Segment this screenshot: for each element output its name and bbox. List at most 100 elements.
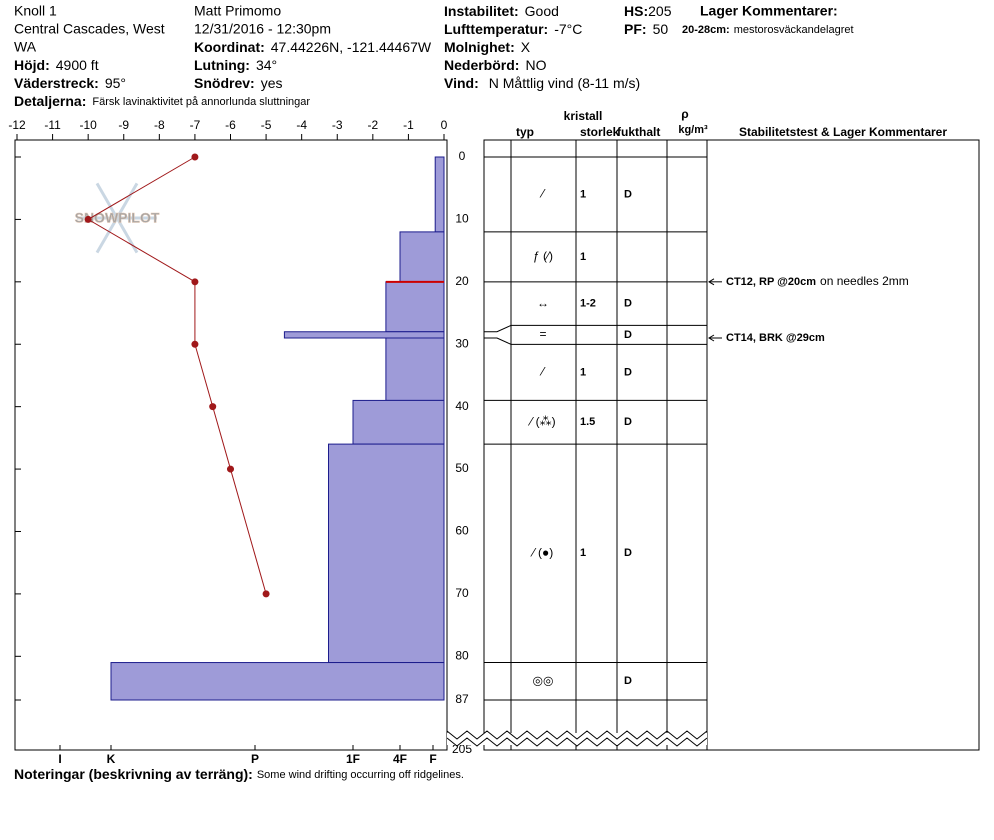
moisture: D bbox=[624, 329, 632, 341]
x-tick-label: -2 bbox=[367, 118, 378, 132]
hardness-tick-label: 4F bbox=[393, 752, 407, 766]
grain-size: 1.5 bbox=[580, 416, 595, 428]
field-label: Lutning: bbox=[194, 57, 250, 73]
test-result: CT14, BRK @29cm bbox=[726, 332, 825, 344]
hardness-bar bbox=[283, 331, 445, 339]
field-value: Good bbox=[525, 3, 559, 19]
x-tick-label: 0 bbox=[441, 118, 448, 132]
test-arrowhead bbox=[708, 278, 715, 286]
temperature-point bbox=[84, 215, 92, 223]
field-value: NO bbox=[525, 57, 546, 73]
table-frame bbox=[483, 139, 980, 751]
x-tick-label: -9 bbox=[118, 118, 129, 132]
layer-boundary bbox=[484, 337, 707, 345]
x-tick-label: -7 bbox=[190, 118, 201, 132]
y-tick-label: 30 bbox=[455, 336, 469, 350]
site: Knoll 1 bbox=[14, 3, 57, 19]
field-label: Höjd: bbox=[14, 57, 50, 73]
temperature-point bbox=[191, 340, 199, 348]
temperature-point bbox=[227, 465, 234, 473]
field-value: Färsk lavinaktivitet på annorlunda slutt… bbox=[92, 96, 310, 108]
layer-comments-title: Lager Kommentarer: bbox=[700, 3, 838, 19]
temperature-point bbox=[209, 403, 217, 411]
table-header: fukthalt bbox=[617, 125, 660, 139]
layer-boundary bbox=[484, 324, 707, 333]
datetime: 12/31/2016 - 12:30pm bbox=[194, 21, 331, 37]
break-line bbox=[446, 737, 708, 747]
temperature-point bbox=[191, 153, 199, 161]
state: WA bbox=[14, 39, 37, 55]
y-tick-label: 87 bbox=[455, 692, 469, 706]
header-field: Lufttemperatur: -7°C bbox=[444, 21, 582, 37]
grain-size: 1 bbox=[580, 188, 586, 200]
table-header: Stabilitetstest & Lager Kommentarer bbox=[739, 125, 947, 139]
temperature-point bbox=[262, 590, 270, 598]
hardness-tick-label: K bbox=[107, 752, 116, 766]
header-field: Väderstreck: 95° bbox=[14, 75, 126, 91]
grain-size: 1 bbox=[580, 251, 586, 263]
grain-type: ⁄ (⁂) bbox=[527, 414, 555, 428]
grain-size: 1-2 bbox=[580, 298, 596, 310]
test-label: CT12, RP @20cm bbox=[726, 276, 816, 288]
x-tick-label: -8 bbox=[154, 118, 165, 132]
grain-size: 1 bbox=[580, 547, 586, 559]
y-tick-label: 20 bbox=[455, 274, 469, 288]
logo-text: SNOWPILOT bbox=[75, 210, 160, 226]
y-tick-label: 50 bbox=[455, 461, 469, 475]
table-header: ρ bbox=[681, 107, 688, 121]
logo-flake bbox=[95, 182, 139, 254]
hardness-bar bbox=[352, 399, 445, 445]
header-field: Snödrev: yes bbox=[194, 75, 282, 91]
field-value: -7°C bbox=[554, 21, 582, 37]
header-field: PF: 50 bbox=[624, 21, 668, 37]
comment-value: mestorosväckandelagret bbox=[734, 24, 854, 36]
hardness-bar bbox=[434, 156, 445, 233]
moisture: D bbox=[624, 188, 632, 200]
table-header: kg/m³ bbox=[678, 124, 708, 136]
break-line bbox=[446, 730, 708, 740]
table-header: kristall bbox=[564, 109, 603, 123]
field-label: PF: bbox=[624, 21, 647, 37]
x-tick-label: -6 bbox=[225, 118, 236, 132]
grain-type: = bbox=[539, 327, 546, 341]
grain-type: ƒ (⁄) bbox=[533, 249, 553, 263]
field-value: X bbox=[521, 39, 531, 55]
range: Central Cascades, West bbox=[14, 21, 165, 37]
x-tick-label: -12 bbox=[8, 118, 26, 132]
field-label: Instabilitet: bbox=[444, 3, 519, 19]
moisture: D bbox=[624, 547, 632, 559]
grain-size: 1 bbox=[580, 366, 586, 378]
test-result: CT12, RP @20cm on needles 2mm bbox=[726, 274, 909, 288]
table-header: typ bbox=[516, 125, 534, 139]
hardness-tick-label: 1F bbox=[346, 752, 360, 766]
field-label: HS: bbox=[624, 3, 648, 19]
x-tick-label: -5 bbox=[261, 118, 272, 132]
grain-type: ◎◎ bbox=[533, 673, 554, 687]
grain-type: ↔ bbox=[537, 296, 549, 310]
hardness-bar bbox=[385, 281, 445, 333]
field-value: N Måttlig vind (8-11 m/s) bbox=[489, 75, 640, 91]
hardness-bar bbox=[385, 337, 445, 401]
field-label: Koordinat: bbox=[194, 39, 265, 55]
field-label: Vind: bbox=[444, 75, 479, 91]
field-value: 4900 ft bbox=[56, 57, 99, 73]
y-tick-label: 10 bbox=[455, 212, 469, 226]
x-tick-label: -4 bbox=[296, 118, 307, 132]
field-value: yes bbox=[261, 75, 283, 91]
header-field: Instabilitet: Good bbox=[444, 3, 559, 19]
moisture: D bbox=[624, 366, 632, 378]
y-tick-label: 70 bbox=[455, 586, 469, 600]
field-label: Nederbörd: bbox=[444, 57, 519, 73]
table-header: storlek bbox=[580, 125, 620, 139]
comment-label: 20-28cm: bbox=[682, 24, 730, 36]
field-label: Lufttemperatur: bbox=[444, 21, 548, 37]
test-arrowhead bbox=[708, 334, 715, 342]
field-value: 47.44226N, -121.44467W bbox=[271, 39, 432, 55]
hardness-bar bbox=[328, 443, 445, 664]
y-tick-label: 40 bbox=[455, 399, 469, 413]
moisture: D bbox=[624, 675, 632, 687]
logo: SNOWPILOT bbox=[74, 182, 160, 254]
hardness-tick-label: F bbox=[429, 752, 436, 766]
moisture: D bbox=[624, 298, 632, 310]
